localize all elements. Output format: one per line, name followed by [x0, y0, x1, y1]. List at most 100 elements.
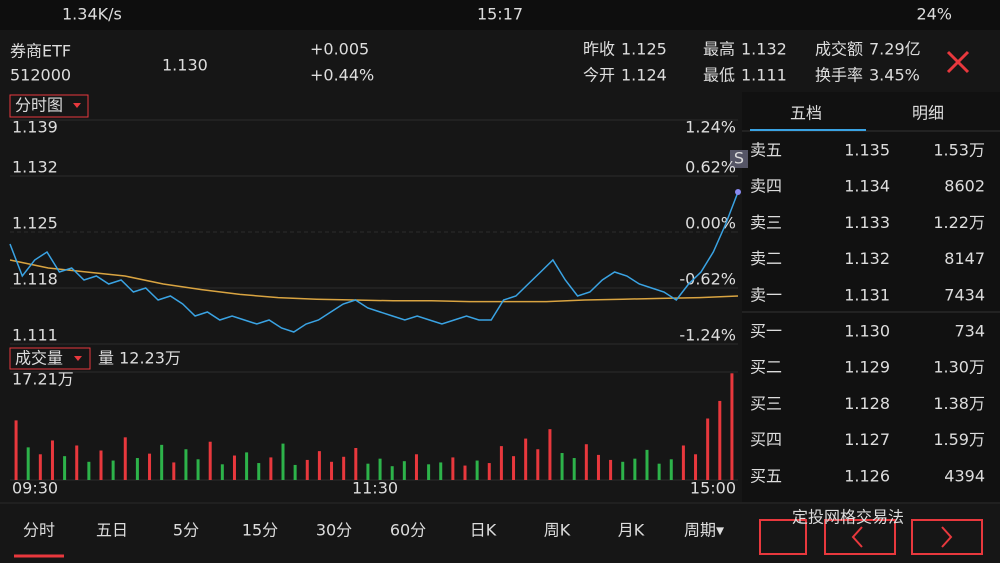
volume-bar [293, 464, 297, 480]
volume-bar [584, 444, 588, 480]
volume-bar [572, 458, 576, 480]
selector-box[interactable] [9, 94, 89, 118]
volume-bar [499, 446, 503, 480]
last-price: 1.130 [162, 56, 208, 75]
volume-bar [269, 457, 273, 480]
volume-label-box [9, 347, 91, 370]
orderbook-label: 买二 [750, 358, 782, 377]
stat-value: 3.45% [869, 66, 920, 85]
battery: 24% [916, 5, 952, 24]
volume-bar [390, 466, 394, 480]
orderbook-tab[interactable]: 五档 [790, 104, 822, 123]
volume-bar [245, 452, 249, 480]
orderbook-price: 1.131 [844, 285, 890, 304]
volume-bar [342, 456, 346, 480]
nav-button[interactable] [824, 519, 896, 555]
period-tab[interactable]: 分时 [23, 521, 55, 540]
volume-bar [621, 461, 625, 480]
volume-bar [208, 441, 212, 480]
x-tick-label: 09:30 [12, 479, 58, 498]
volume-bar [123, 437, 127, 480]
period-tab[interactable]: 日K [470, 521, 497, 540]
nav-button[interactable] [911, 519, 983, 555]
dropdown-icon [74, 356, 82, 361]
volume-bar [378, 458, 382, 480]
volume-bar [317, 451, 321, 480]
period-tab[interactable]: 15分 [242, 521, 278, 540]
close-button[interactable] [946, 50, 970, 74]
volume-bar [414, 454, 418, 480]
volume-bar [402, 461, 406, 480]
volume-bar [427, 464, 431, 480]
next-icon [941, 526, 953, 548]
orderbook-label: 卖四 [750, 177, 782, 196]
orderbook-volume: 1.59万 [933, 430, 985, 449]
volume-bar [596, 454, 600, 480]
volume-bar [366, 463, 370, 480]
orderbook-price: 1.135 [844, 141, 890, 160]
volume-bar [669, 459, 673, 480]
orderbook-label: 卖三 [750, 213, 782, 232]
volume-bar [439, 462, 443, 480]
volume-bar [330, 461, 334, 480]
volume-bar [196, 459, 200, 480]
y2-tick-label: -0.62% [679, 270, 736, 289]
volume-bar [645, 449, 649, 480]
volume-bar [148, 453, 152, 480]
last-point [735, 189, 741, 195]
volume-bar [135, 458, 139, 480]
badge-box [730, 150, 748, 168]
period-tab[interactable]: 5分 [173, 521, 199, 540]
orderbook-volume: 8147 [944, 249, 985, 268]
watermark: 定投网格交易法 [792, 508, 904, 527]
chart-selector: 分时图 [15, 96, 63, 115]
stat-value: 7.29亿 [869, 40, 921, 59]
orderbook-volume: 8602 [944, 177, 985, 196]
orderbook-volume: 1.38万 [933, 394, 985, 413]
y-tick-label: 1.125 [12, 214, 58, 233]
badge: S [734, 149, 744, 168]
volume-bar [718, 400, 722, 480]
orderbook-label: 买一 [750, 322, 782, 341]
stock-name: 券商ETF [10, 42, 71, 61]
period-tab[interactable]: 周K [544, 521, 571, 540]
orderbook-label: 卖一 [750, 285, 782, 304]
clock: 15:17 [477, 5, 523, 24]
y-tick-label: 1.118 [12, 270, 58, 289]
stat-value: 1.125 [621, 40, 667, 59]
stat-label: 最高 [703, 40, 735, 59]
volume-bar [487, 463, 491, 480]
orderbook-price: 1.127 [844, 430, 890, 449]
orderbook-label: 卖五 [750, 141, 782, 160]
stat-label: 今开 [583, 66, 615, 85]
stat-value: 1.111 [741, 66, 787, 85]
y-tick-label: 1.132 [12, 158, 58, 177]
period-tab[interactable]: 30分 [316, 521, 352, 540]
orderbook-volume: 1.22万 [933, 213, 985, 232]
nav-button[interactable] [759, 519, 807, 555]
orderbook-panel [742, 92, 1000, 502]
prev-icon [851, 526, 863, 548]
status-bar [0, 0, 1000, 30]
volume-bar [26, 447, 30, 480]
orderbook-tab[interactable]: 明细 [912, 104, 944, 123]
change: +0.005 [310, 40, 369, 59]
volume-bar [63, 456, 67, 480]
stock-code: 512000 [10, 66, 71, 85]
stat-label: 昨收 [583, 40, 615, 59]
y2-tick-label: 0.62% [685, 158, 736, 177]
volume-bar [730, 373, 734, 480]
volume-bar [172, 462, 176, 480]
period-tab[interactable]: 60分 [390, 521, 426, 540]
x-tick-label: 15:00 [690, 479, 736, 498]
period-tab[interactable]: 五日 [96, 521, 128, 540]
period-tab[interactable]: 月K [618, 521, 645, 540]
change-pct: +0.44% [310, 66, 374, 85]
period-tab[interactable]: 周期▾ [684, 521, 724, 540]
y2-tick-label: 1.24% [685, 118, 736, 137]
volume-bar [536, 449, 540, 480]
orderbook-volume: 4394 [944, 466, 985, 485]
stat-label: 最低 [703, 66, 735, 85]
